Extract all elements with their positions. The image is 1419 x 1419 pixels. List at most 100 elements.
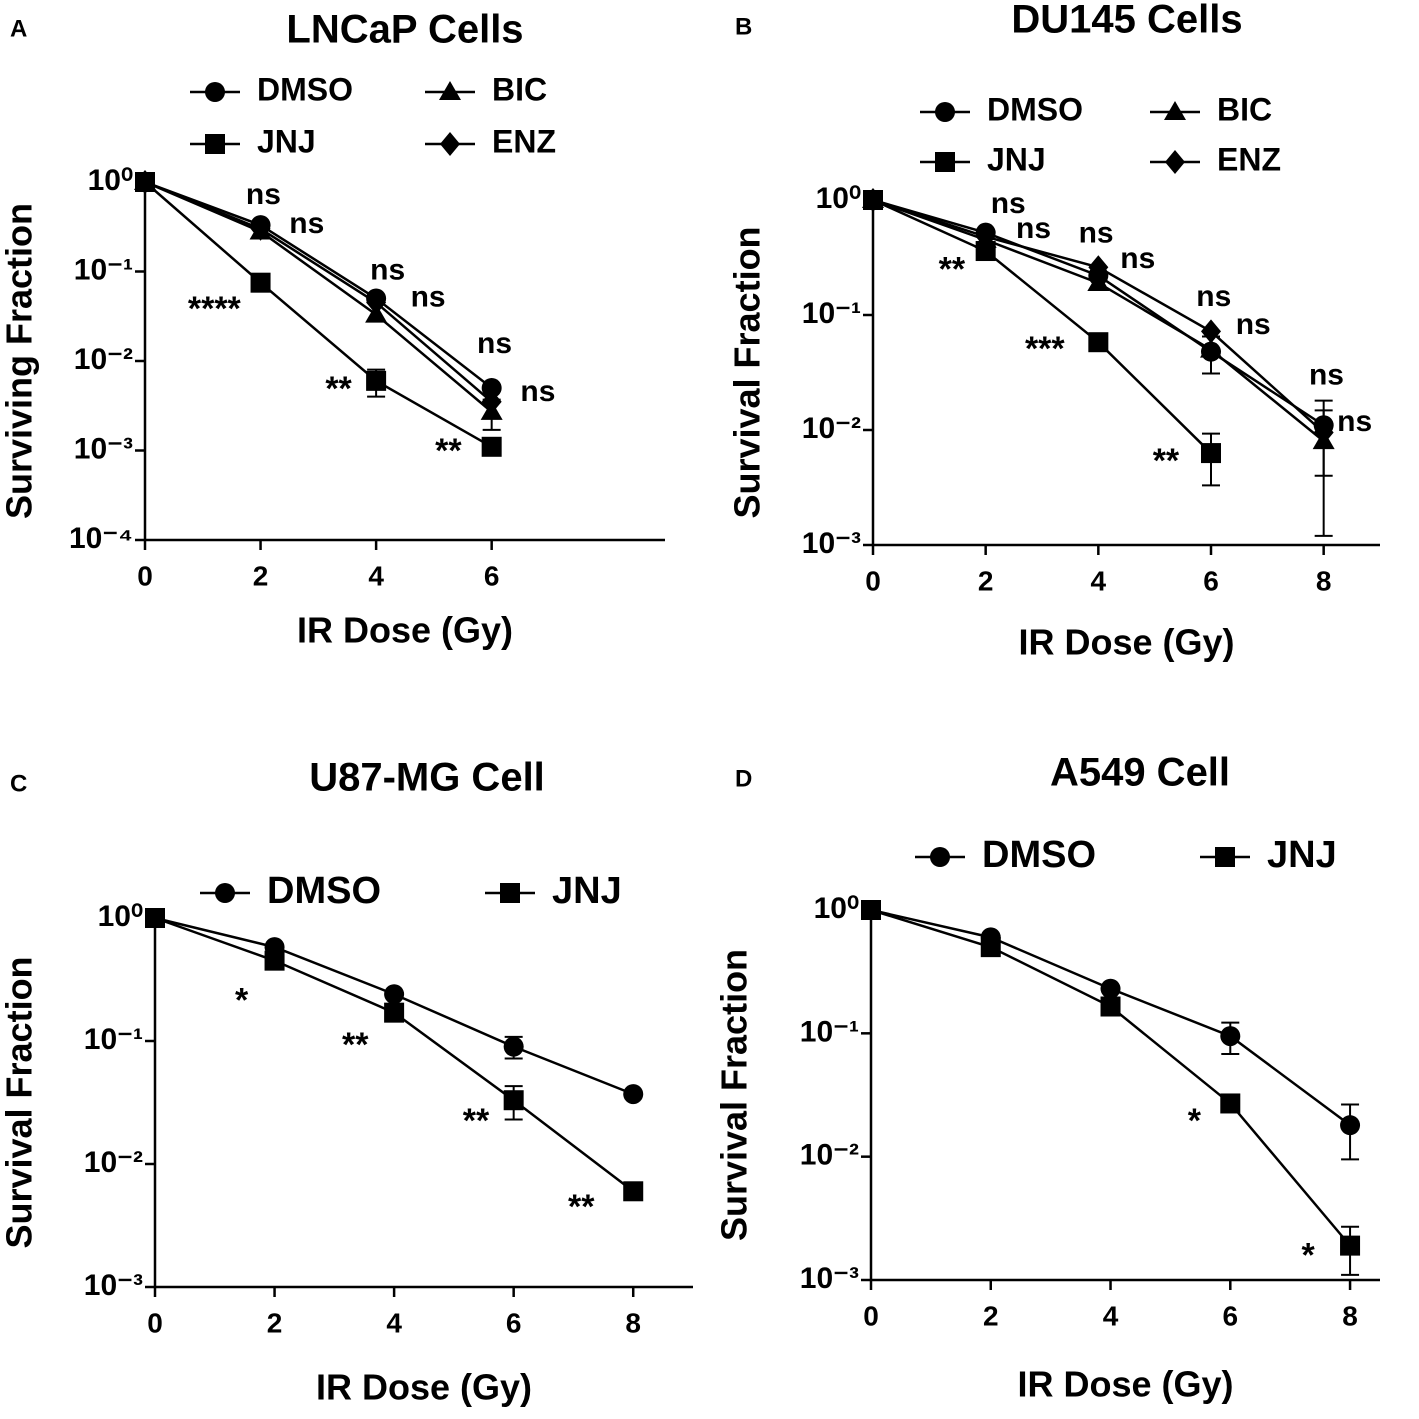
marker: [980, 937, 1001, 958]
x-axis-label: IR Dose (Gy): [316, 1367, 532, 1408]
annotation: **: [463, 1102, 490, 1140]
series-line: [154, 916, 634, 1193]
x-tick-label: 4: [1103, 1300, 1119, 1331]
y-tick-label: 10⁻¹: [74, 253, 133, 286]
annotation: ns: [1236, 308, 1271, 341]
legend-marker: [439, 81, 461, 100]
annotation: *: [1302, 1237, 1316, 1275]
marker: [1100, 996, 1121, 1017]
marker: [384, 984, 405, 1005]
legend-label: DMSO: [987, 91, 1083, 127]
legend-marker: [205, 82, 225, 102]
marker: [503, 1036, 524, 1057]
chart-title: U87-MG Cell: [309, 756, 545, 800]
x-tick-label: 0: [137, 560, 153, 591]
series-line: [872, 198, 1212, 454]
marker: [503, 1090, 524, 1111]
chart-title: LNCaP Cells: [286, 8, 523, 52]
legend-marker: [215, 883, 235, 903]
y-tick-label: 10⁻²: [800, 1139, 859, 1172]
legend-marker: [1164, 101, 1186, 120]
annotation: ns: [1196, 280, 1231, 313]
x-axis-label: IR Dose (Gy): [297, 610, 513, 651]
panel-letter: C: [10, 770, 27, 797]
legend-marker: [1165, 150, 1185, 174]
legend-marker: [205, 134, 225, 154]
x-tick-label: 6: [1223, 1300, 1239, 1331]
marker: [145, 908, 165, 928]
marker: [366, 290, 387, 315]
x-tick-label: 2: [978, 565, 994, 596]
y-tick-label: 10⁻³: [84, 1269, 143, 1302]
x-tick-label: 4: [1091, 565, 1107, 596]
y-tick-label: 10⁻⁴: [69, 522, 133, 555]
legend-marker: [440, 132, 460, 156]
annotation: **: [568, 1188, 595, 1226]
x-tick-label: 4: [386, 1307, 402, 1338]
y-axis-label: Surviving Fraction: [0, 203, 40, 519]
annotation: ns: [520, 375, 555, 408]
annotation: ns: [246, 178, 281, 211]
marker: [1313, 420, 1334, 445]
legend-label: JNJ: [552, 870, 622, 912]
marker: [1201, 443, 1221, 464]
series-line: [144, 181, 493, 448]
annotation: ***: [1025, 330, 1065, 368]
annotation: *: [1188, 1102, 1202, 1140]
x-tick-label: 8: [1342, 1300, 1358, 1331]
marker: [861, 900, 881, 920]
marker: [1340, 1115, 1361, 1136]
chart-title: A549 Cell: [1050, 751, 1230, 795]
annotation: **: [342, 1026, 369, 1064]
annotation: ns: [477, 327, 512, 360]
marker: [975, 224, 996, 249]
marker: [1220, 1093, 1241, 1114]
annotation: **: [435, 432, 462, 470]
marker: [1100, 978, 1121, 999]
x-tick-label: 0: [865, 565, 881, 596]
annotation: ns: [991, 187, 1026, 220]
y-axis-label: Survival Fraction: [0, 956, 40, 1248]
marker: [1088, 255, 1109, 280]
x-tick-label: 6: [506, 1307, 522, 1338]
annotation: ns: [289, 207, 324, 240]
x-tick-label: 0: [147, 1307, 163, 1338]
x-tick-label: 2: [253, 560, 269, 591]
marker: [623, 1181, 644, 1202]
annotation: *: [235, 981, 249, 1019]
chart-title: DU145 Cells: [1011, 0, 1242, 42]
marker: [481, 377, 502, 398]
y-tick-label: 10⁻¹: [800, 1015, 859, 1048]
series-line: [870, 908, 1351, 1127]
legend-label: ENZ: [492, 123, 556, 159]
legend-marker: [935, 152, 955, 172]
marker: [250, 272, 271, 293]
y-tick-label: 10⁻²: [802, 412, 861, 445]
panel-letter: B: [735, 13, 752, 40]
marker: [1088, 332, 1109, 353]
x-tick-label: 2: [267, 1307, 283, 1338]
x-tick-label: 6: [1203, 565, 1219, 596]
marker: [1087, 271, 1110, 291]
annotation: ns: [411, 280, 446, 313]
y-tick-label: 10⁻³: [802, 527, 861, 560]
marker: [623, 1084, 644, 1105]
marker: [1220, 1026, 1241, 1047]
x-axis-label: IR Dose (Gy): [1017, 1364, 1233, 1405]
marker: [366, 370, 387, 391]
y-axis-label: Survival Fraction: [727, 226, 768, 518]
y-tick-label: 10⁰: [816, 182, 861, 215]
panel-letter: A: [10, 15, 27, 42]
marker: [863, 188, 883, 212]
y-tick-label: 10⁻³: [800, 1262, 859, 1295]
marker: [384, 1002, 405, 1023]
legend-label: DMSO: [982, 834, 1096, 876]
annotation: ns: [370, 253, 405, 286]
x-tick-label: 0: [863, 1300, 879, 1331]
legend-marker: [1215, 847, 1235, 867]
annotation: ns: [1016, 212, 1051, 245]
annotation: ****: [188, 290, 242, 328]
marker: [1200, 338, 1222, 358]
legend-label: BIC: [1217, 91, 1272, 127]
series-line: [870, 908, 1352, 1247]
